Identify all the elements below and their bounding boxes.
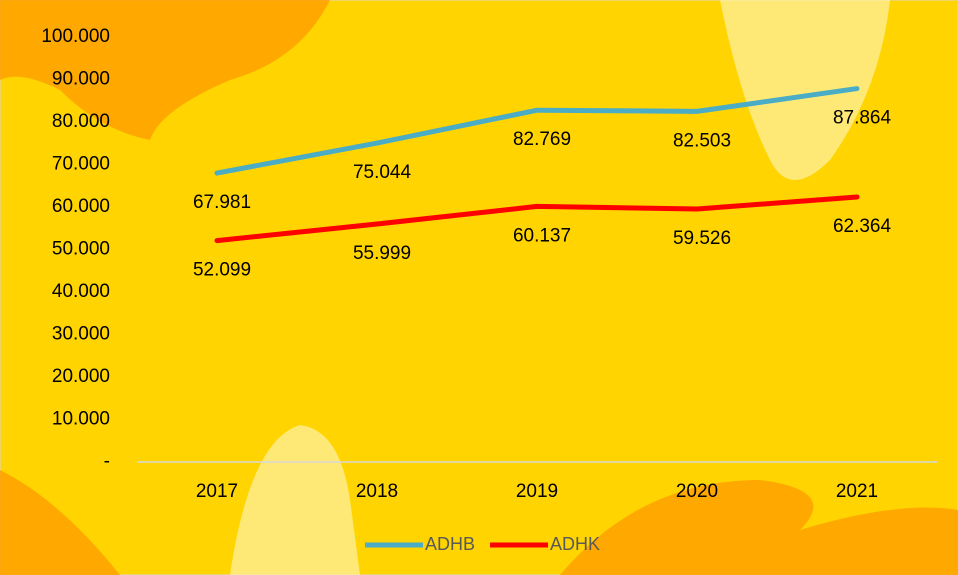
x-tick-label: 2018 (356, 481, 398, 502)
y-tick-label: 20.000 (52, 366, 110, 387)
data-label: 60.137 (513, 225, 571, 246)
x-tick-label: 2019 (516, 481, 558, 502)
data-label: 82.503 (673, 130, 731, 151)
y-tick-label: 50.000 (52, 239, 110, 260)
y-tick-label: 10.000 (52, 409, 110, 430)
x-tick-label: 2021 (836, 481, 878, 502)
data-label: 82.769 (513, 129, 571, 150)
y-tick-label: - (104, 451, 110, 472)
y-tick-label: 30.000 (52, 324, 110, 345)
data-label: 62.364 (833, 216, 892, 237)
x-tick-label: 2017 (196, 481, 238, 502)
y-tick-label: 90.000 (52, 69, 110, 90)
chart: - 10.000 20.000 30.000 40.000 50.000 60.000 70.… (0, 0, 958, 575)
y-tick-label: 40.000 (52, 281, 110, 302)
y-tick-label: 80.000 (52, 111, 110, 132)
data-label: 87.864 (833, 108, 892, 129)
data-label: 55.999 (353, 243, 411, 264)
data-label: 59.526 (673, 228, 731, 249)
y-tick-label: 70.000 (52, 154, 110, 175)
data-label: 67.981 (193, 192, 251, 213)
legend-text: ADHB (425, 534, 475, 554)
x-tick-label: 2020 (676, 481, 718, 502)
y-tick-label: 60.000 (52, 196, 110, 217)
legend-text: ADHK (550, 534, 600, 554)
data-label: 75.044 (353, 162, 412, 183)
data-label: 52.099 (193, 260, 251, 281)
y-tick-label: 100.000 (41, 26, 110, 47)
